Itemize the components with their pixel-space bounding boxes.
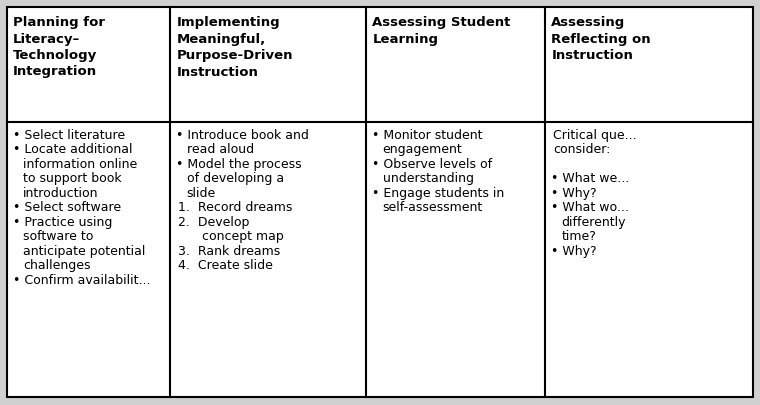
Text: 3.  Rank dreams: 3. Rank dreams xyxy=(178,244,280,257)
Text: • Model the process: • Model the process xyxy=(176,158,302,171)
Text: time?: time? xyxy=(562,230,597,243)
Text: 2.  Develop: 2. Develop xyxy=(178,215,249,228)
Text: read aloud: read aloud xyxy=(187,143,254,156)
Text: challenges: challenges xyxy=(23,259,90,272)
Text: Planning for
Literacy–
Technology
Integration: Planning for Literacy– Technology Integr… xyxy=(13,16,105,78)
Text: • Confirm availabilit...: • Confirm availabilit... xyxy=(13,273,150,286)
Text: slide: slide xyxy=(187,187,216,200)
Text: • Introduce book and: • Introduce book and xyxy=(176,129,309,142)
Text: • Observe levels of: • Observe levels of xyxy=(372,158,492,171)
Text: concept map: concept map xyxy=(178,230,283,243)
Text: Assessing
Reflecting on
Instruction: Assessing Reflecting on Instruction xyxy=(551,16,651,62)
Text: Assessing Student
Learning: Assessing Student Learning xyxy=(372,16,511,45)
Text: • Why?: • Why? xyxy=(551,187,597,200)
Text: software to: software to xyxy=(23,230,93,243)
Text: introduction: introduction xyxy=(23,187,99,200)
Text: understanding: understanding xyxy=(382,172,473,185)
Text: engagement: engagement xyxy=(382,143,462,156)
Text: • Monitor student: • Monitor student xyxy=(372,129,483,142)
Text: • What wo...: • What wo... xyxy=(551,201,629,214)
Text: • Select software: • Select software xyxy=(13,201,121,214)
Text: • What we...: • What we... xyxy=(551,172,629,185)
Text: anticipate potential: anticipate potential xyxy=(23,244,145,257)
Text: of developing a: of developing a xyxy=(187,172,283,185)
Text: • Why?: • Why? xyxy=(551,244,597,257)
Text: information online: information online xyxy=(23,158,138,171)
Text: 4.  Create slide: 4. Create slide xyxy=(178,259,273,272)
Text: Critical que...: Critical que... xyxy=(553,129,637,142)
Text: consider:: consider: xyxy=(553,143,610,156)
Text: • Engage students in: • Engage students in xyxy=(372,187,505,200)
Text: to support book: to support book xyxy=(23,172,122,185)
Text: differently: differently xyxy=(562,215,626,228)
Text: • Select literature: • Select literature xyxy=(13,129,125,142)
Text: Implementing
Meaningful,
Purpose-Driven
Instruction: Implementing Meaningful, Purpose-Driven … xyxy=(176,16,293,78)
Text: 1.  Record dreams: 1. Record dreams xyxy=(178,201,293,214)
Text: • Practice using: • Practice using xyxy=(13,215,112,228)
Text: self-assessment: self-assessment xyxy=(382,201,483,214)
Text: • Locate additional: • Locate additional xyxy=(13,143,132,156)
